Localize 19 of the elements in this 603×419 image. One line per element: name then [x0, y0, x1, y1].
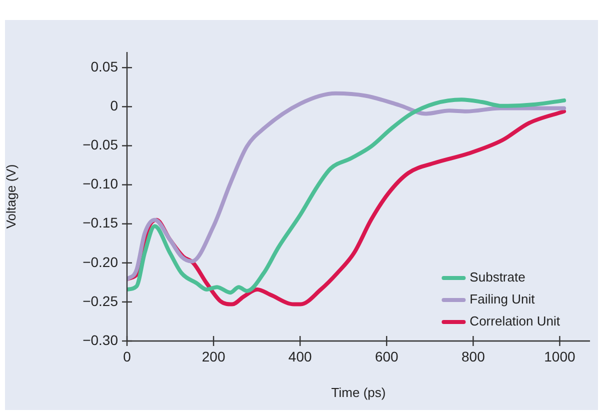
y-tick-label: −0.30: [82, 332, 118, 348]
x-axis-title: Time (ps): [331, 384, 386, 400]
x-tick-label: 0: [123, 348, 132, 364]
x-tick-label: 600: [374, 348, 399, 364]
y-tick-label: −0.20: [82, 254, 118, 270]
y-tick-label: −0.10: [82, 176, 118, 192]
y-tick-label: −0.05: [82, 136, 118, 153]
legend-label: Correlation Unit: [470, 314, 560, 329]
legend-label: Failing Unit: [470, 292, 536, 307]
x-tick-label: 800: [461, 348, 486, 364]
y-axis-title: Voltage (V): [3, 164, 18, 229]
x-tick-label: 400: [288, 348, 312, 364]
x-tick-label: 1000: [544, 348, 576, 364]
y-tick-label: 0.05: [90, 58, 118, 74]
y-tick-label: 0: [110, 98, 118, 114]
y-tick-label: −0.15: [82, 214, 118, 231]
y-tick-label: −0.25: [82, 292, 118, 309]
legend-label: Substrate: [470, 270, 526, 285]
x-tick-label: 200: [202, 348, 226, 364]
